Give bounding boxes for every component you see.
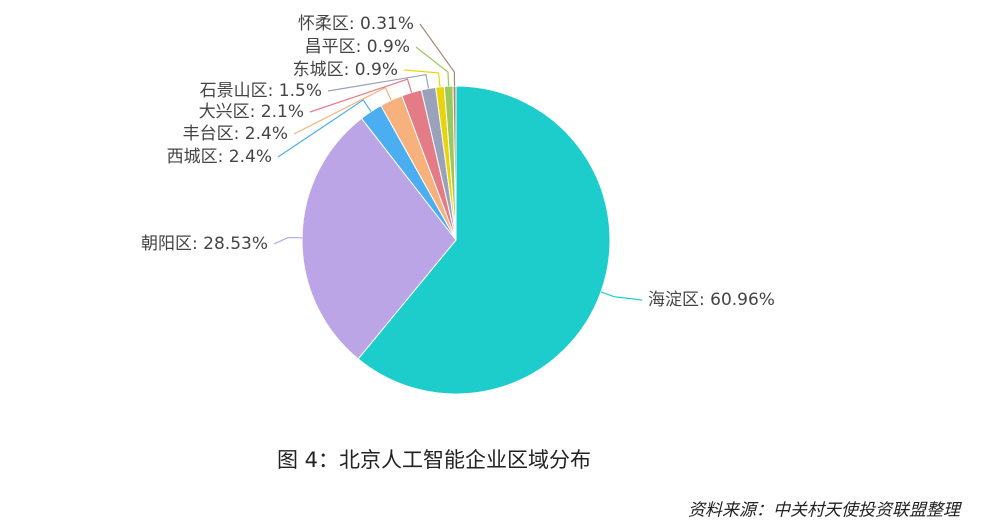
leader-line [403, 69, 441, 87]
leader-line [600, 291, 643, 301]
leader-line [277, 99, 372, 158]
data-label: 东城区: 0.9% [293, 60, 398, 80]
data-label: 石景山区: 1.5% [200, 81, 322, 101]
data-label: 西城区: 2.4% [167, 147, 272, 167]
chart-title: 图 4：北京人工智能企业区域分布 [277, 448, 591, 472]
leader-line [273, 237, 303, 245]
leader-line [309, 78, 413, 113]
data-label: 海淀区: 60.96% [648, 290, 775, 310]
pie-slice [301, 117, 457, 360]
leader-line [327, 74, 430, 92]
data-label: 昌平区: 0.9% [305, 37, 410, 57]
data-label: 朝阳区: 28.53% [141, 234, 268, 254]
pie-slice [452, 85, 457, 241]
data-label: 丰台区: 2.4% [183, 124, 288, 144]
source-note: 资料来源：中关村天使投资联盟整理 [688, 501, 962, 521]
data-label: 怀柔区: 0.31% [298, 14, 414, 34]
leader-line [415, 46, 450, 87]
leader-line [419, 23, 456, 87]
data-label: 大兴区: 2.1% [199, 102, 304, 122]
leader-line [293, 86, 392, 135]
